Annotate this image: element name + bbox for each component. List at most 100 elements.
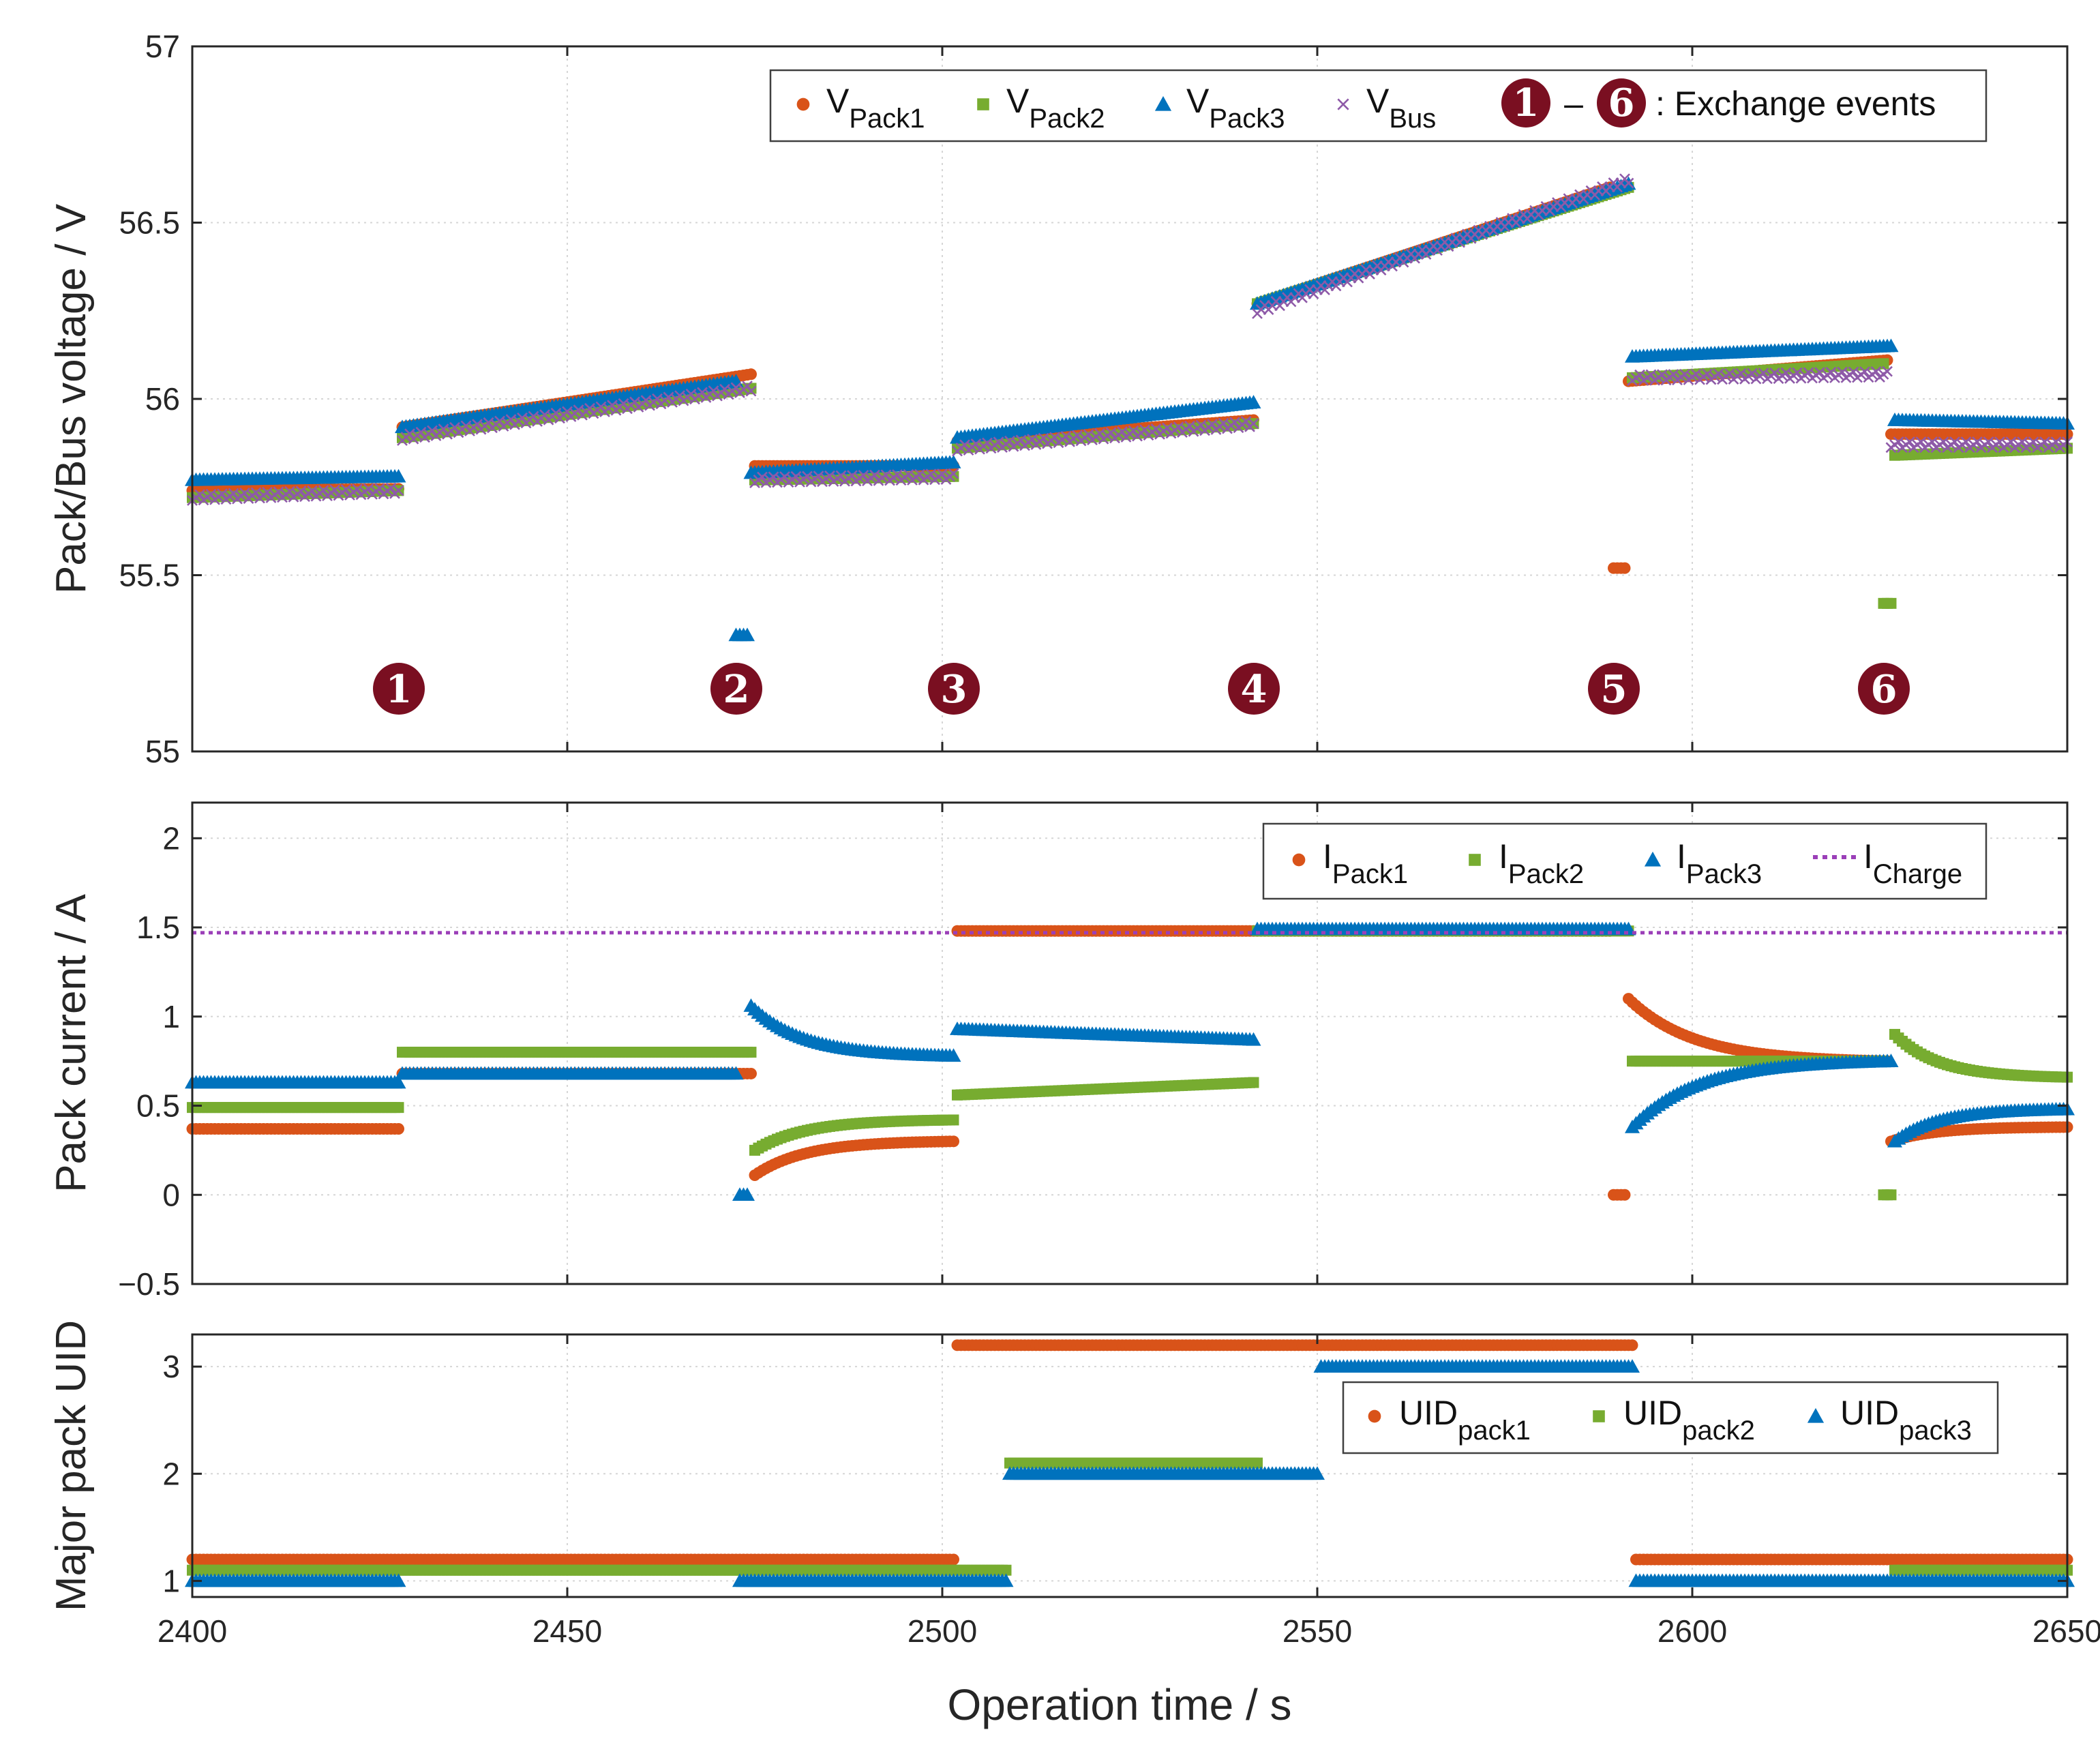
data-point — [1619, 562, 1631, 574]
data-point — [903, 468, 914, 480]
legend-event-text: : Exchange events — [1655, 85, 1936, 123]
axes-frame — [191, 45, 2069, 753]
y-tick-label: 0 — [162, 1177, 180, 1212]
y-axis-label: Major pack UID — [48, 1320, 95, 1611]
data-point — [262, 486, 273, 498]
data-point — [273, 486, 284, 498]
data-point — [745, 1047, 757, 1058]
event-number: 1 — [386, 667, 412, 712]
data-point — [745, 385, 757, 397]
legend-event-last: 6 — [1608, 80, 1635, 125]
x-tick-label: 2550 — [1282, 1613, 1352, 1649]
data-point — [352, 483, 363, 495]
data-point — [374, 483, 385, 494]
legend-subscript: Pack3 — [1686, 859, 1762, 889]
data-point — [393, 485, 404, 496]
series-VPack3 — [185, 176, 2075, 642]
data-point — [1883, 338, 1899, 353]
legend: IPack1 IPack2 IPack3 ICharge — [1262, 822, 1987, 900]
y-tick-label: 1 — [162, 1563, 180, 1598]
data-point — [205, 488, 217, 500]
y-tick-label: 0.5 — [136, 1088, 180, 1124]
data-layer — [185, 921, 2075, 1201]
data-point — [318, 485, 329, 496]
data-point — [340, 483, 352, 495]
y-tick-label: 1.5 — [136, 910, 180, 945]
data-point — [869, 469, 880, 481]
data-point — [835, 470, 847, 481]
legend-subscript: pack3 — [1899, 1416, 1972, 1446]
data-point — [393, 1123, 404, 1135]
data-point — [228, 488, 239, 499]
data-point — [1619, 1189, 1631, 1201]
data-point — [391, 468, 406, 483]
data-point — [779, 471, 790, 482]
data-point — [802, 471, 813, 482]
legend-marker — [1593, 1410, 1605, 1422]
series-VPack2 — [187, 181, 2073, 609]
legend-subscript: Pack2 — [1508, 859, 1584, 889]
y-axis-label: Pack/Bus voltage / V — [48, 203, 95, 594]
legend-subscript: Bus — [1389, 104, 1436, 134]
legend-subscript: pack2 — [1682, 1416, 1755, 1446]
data-point — [742, 380, 753, 392]
legend-subscript: Pack1 — [849, 104, 925, 134]
data-point — [740, 627, 755, 642]
y-tick-label: 57 — [145, 29, 180, 64]
data-point — [948, 471, 959, 482]
data-point — [284, 486, 295, 497]
data-point — [1878, 358, 1889, 370]
series-VBus — [187, 173, 2073, 506]
x-axis-label: Operation time / s — [947, 1680, 1291, 1729]
x-tick-label: 2400 — [158, 1613, 227, 1649]
legend-marker — [1469, 854, 1481, 866]
y-tick-label: 55 — [145, 734, 180, 769]
current-panel: −0.5 0 0.5 1 1.5 2 Pack current / A IPack1 IPack… — [48, 801, 2075, 1302]
legend-marker — [977, 98, 989, 110]
y-tick-label: 55.5 — [119, 558, 180, 593]
event-number: 5 — [1601, 667, 1627, 712]
data-layer — [185, 173, 2075, 642]
data-point — [1246, 395, 1261, 408]
legend-event-dash: – — [1564, 85, 1583, 123]
legend-subscript: Charge — [1873, 859, 1962, 889]
data-point — [307, 485, 318, 496]
event-number: 4 — [1241, 667, 1268, 712]
data-point — [194, 489, 205, 501]
data-point — [948, 1553, 959, 1566]
data-point — [914, 468, 925, 480]
x-tick-label: 2600 — [1657, 1613, 1727, 1649]
y-tick-label: 2 — [162, 820, 180, 856]
data-point — [329, 484, 340, 496]
x-tick-label: 2650 — [2032, 1613, 2100, 1649]
data-point — [250, 487, 262, 498]
y-axis-label: Pack current / A — [48, 894, 95, 1193]
legend-subscript: pack1 — [1458, 1416, 1531, 1446]
y-tick-label: 56.5 — [119, 205, 180, 241]
data-point — [858, 470, 869, 481]
data-point — [239, 488, 250, 498]
data-point — [217, 488, 228, 500]
data-point — [768, 471, 779, 483]
data-point — [824, 470, 835, 481]
legend: UIDpack1 UIDpack2 UIDpack3 — [1342, 1381, 1999, 1454]
data-point — [295, 486, 307, 497]
data-point — [393, 1102, 404, 1114]
y-tick-label: 1 — [162, 999, 180, 1034]
data-point — [1626, 1339, 1638, 1352]
data-point — [385, 482, 397, 494]
legend-event-first: 1 — [1513, 80, 1540, 125]
data-point — [1885, 597, 1897, 609]
legend-subscript: Pack1 — [1332, 859, 1408, 889]
data-point — [948, 1135, 959, 1148]
y-tick-label: 56 — [145, 381, 180, 417]
data-point — [790, 471, 802, 482]
x-tick-label: 2500 — [907, 1613, 977, 1649]
y-tick-label: −0.5 — [118, 1266, 180, 1302]
data-point — [363, 483, 374, 494]
x-tick-label: 2450 — [532, 1613, 602, 1649]
legend-marker — [796, 98, 810, 111]
